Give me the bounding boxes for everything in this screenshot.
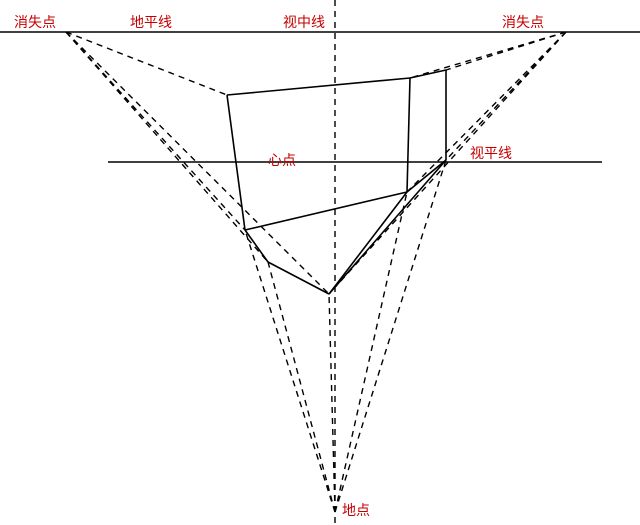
label-vp-left: 消失点 xyxy=(14,12,56,32)
label-center-axis: 视中线 xyxy=(283,12,325,32)
label-ground-point: 地点 xyxy=(342,500,370,520)
label-heart-point: 心点 xyxy=(268,150,296,170)
label-eye-level: 视平线 xyxy=(470,143,512,163)
label-vp-right: 消失点 xyxy=(502,12,544,32)
label-horizon: 地平线 xyxy=(130,12,172,32)
perspective-diagram xyxy=(0,0,640,525)
